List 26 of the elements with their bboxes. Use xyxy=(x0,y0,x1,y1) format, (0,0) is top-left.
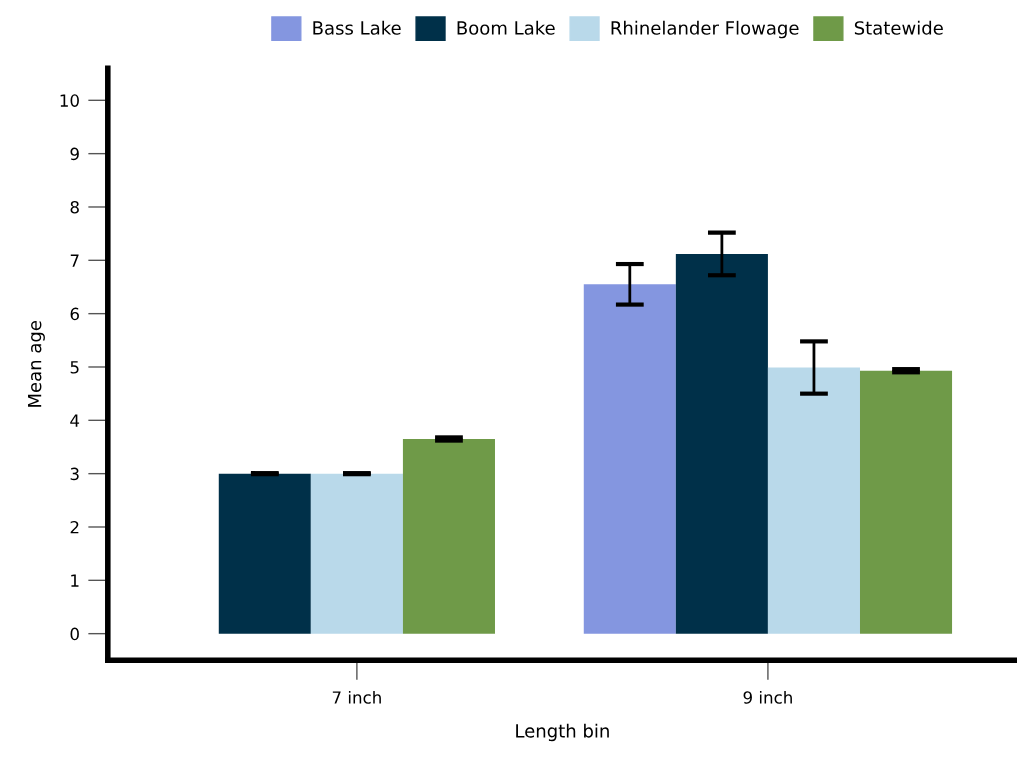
bar xyxy=(675,253,768,634)
y-tick-label: 10 xyxy=(60,94,79,107)
y-tick-label: 4 xyxy=(70,414,80,427)
y-tick-label: 1 xyxy=(71,574,79,587)
y-tick-label: 2 xyxy=(70,520,79,534)
bar xyxy=(218,473,311,634)
legend-label: Statewide xyxy=(854,20,943,35)
bar xyxy=(402,438,495,634)
y-tick-label: 8 xyxy=(70,200,79,214)
y-tick-label: 9 xyxy=(70,147,79,161)
x-tick-label: 9 inch xyxy=(743,690,792,704)
x-tick-label: 7 inch xyxy=(332,690,381,704)
legend-label: Rhinelander Flowage xyxy=(611,20,799,39)
legend-label: Boom Lake xyxy=(457,20,555,35)
bar xyxy=(310,473,403,634)
bar xyxy=(583,284,676,634)
y-axis-title: Mean age xyxy=(28,321,45,407)
legend-label: Bass Lake xyxy=(313,20,401,35)
y-tick-label: 6 xyxy=(70,307,79,321)
x-axis-title: Length bin xyxy=(516,723,609,742)
bar xyxy=(859,370,953,634)
y-tick-label: 0 xyxy=(70,627,79,641)
y-tick-label: 7 xyxy=(70,254,79,267)
y-tick-label: 5 xyxy=(70,361,79,374)
bar xyxy=(767,367,860,634)
y-tick-label: 3 xyxy=(70,467,79,481)
